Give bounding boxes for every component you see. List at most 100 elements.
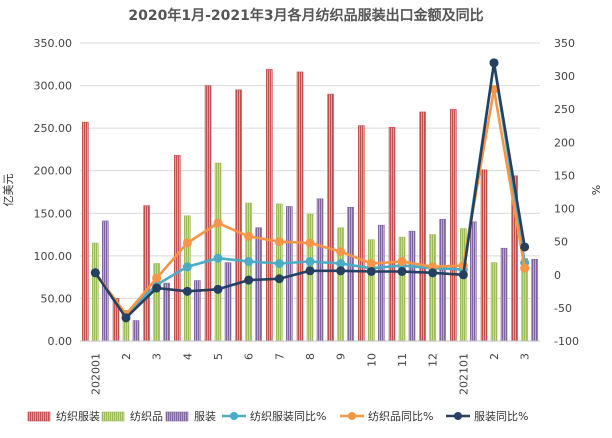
y-tick-label: 200.00 [34,165,73,178]
chart-title: 2020年1月-2021年3月各月纺织品服装出口金额及同比 [128,7,483,24]
x-tick-label: 8 [304,353,317,360]
bar-纺织服装 [358,125,365,342]
legend-label: 纺织服装 [56,409,100,423]
legend-marker [230,412,238,420]
point-纺织品同比% [397,257,407,267]
bar-纺织服装 [296,71,304,342]
y-tick-label: 250.00 [34,122,73,135]
bar-纺织品 [184,215,191,342]
point-纺织品同比% [152,273,162,283]
y-tick-label: 50.00 [41,292,73,305]
legend-swatch [27,411,51,422]
point-服装同比% [182,286,192,296]
bar-纺织服装 [480,169,488,342]
y2-tick-label: 300 [554,70,575,83]
point-服装同比% [244,275,254,285]
y2-tick-label: 150 [554,169,575,182]
point-服装同比% [305,266,315,276]
y2-tick-label: 0 [554,269,561,282]
point-服装同比% [458,270,468,280]
legend-label: 纺织品同比% [368,409,433,423]
bar-纺织品 [429,234,436,342]
bar-服装 [500,247,508,342]
x-tick-label: 2 [120,353,133,360]
bar-纺织服装 [204,85,212,342]
point-服装同比% [152,283,162,293]
legend-label: 服装 [194,410,216,423]
bar-纺织品 [337,227,344,342]
bar-服装 [286,206,293,342]
point-纺织品同比% [182,238,192,248]
y2-tick-label: 350 [554,37,575,50]
bar-纺织品 [92,242,99,342]
point-纺织服装同比% [182,262,192,272]
point-服装同比% [489,58,499,68]
point-纺织品同比% [336,247,346,257]
y2-axis-label: % [590,185,603,195]
bar-纺织服装 [82,121,89,342]
y2-tick-label: -50 [554,302,572,315]
y2-tick-label: 50 [554,236,568,249]
point-服装同比% [213,284,223,294]
x-tick-label: 11 [396,353,409,367]
x-tick-label: 3 [151,353,164,360]
bar-服装 [378,224,385,342]
bar-纺织品 [276,203,283,342]
point-纺织品同比% [274,237,284,247]
x-tick-label: 6 [243,353,256,360]
point-纺织品同比% [244,231,254,241]
y2-tick-label: 100 [554,203,575,216]
point-服装同比% [121,313,131,323]
point-纺织品同比% [520,263,530,273]
x-tick-label: 202001 [89,353,102,395]
x-tick-label: 5 [212,353,225,360]
x-tick-label: 2 [488,353,501,360]
x-tick-label: 12 [427,353,440,367]
bar-纺织品 [398,236,406,342]
bar-纺织服装 [235,89,242,342]
bar-服装 [255,227,262,342]
point-服装同比% [397,266,407,276]
y-tick-label: 0.00 [48,335,73,348]
axes-layer: 0.00 50.00 100.00 150.00 200.00 250.00 300.00 3… [34,37,579,395]
legend-marker [454,412,462,420]
point-纺织服装同比% [305,257,315,267]
x-tick-label: 202101 [457,353,470,395]
point-服装同比% [90,268,100,278]
x-tick-label: 9 [335,353,348,360]
legend-swatch [165,411,189,422]
point-服装同比% [274,274,284,284]
point-服装同比% [520,242,530,252]
bar-纺织品 [460,228,467,342]
bar-纺织服装 [266,69,273,342]
bar-纺织服装 [388,126,396,342]
legend-label: 服装同比% [474,410,528,423]
x-tick-label: 3 [519,353,532,360]
legend-swatch [101,411,125,422]
y-tick-label: 150.00 [34,207,73,220]
point-纺织服装同比% [274,259,284,269]
y-axis-label: 亿美元 [2,174,15,207]
x-tick-label: 10 [365,353,378,367]
point-服装同比% [336,266,346,276]
bar-纺织品 [306,213,314,342]
point-纺织服装同比% [244,257,254,267]
point-服装同比% [428,268,438,278]
bar-服装 [470,221,477,342]
bar-纺织服装 [450,109,457,342]
bar-服装 [439,218,446,342]
bar-纺织品 [214,162,222,342]
point-纺织品同比% [213,218,223,228]
y-tick-label: 350.00 [34,37,73,50]
x-tick-label: 7 [273,353,286,360]
bar-服装 [347,207,354,342]
y2-tick-label: 250 [554,103,575,116]
bar-纺织服装 [419,111,426,342]
bar-服装 [132,320,140,342]
y2-tick-label: 200 [554,136,575,149]
y2-tick-label: -100 [554,335,579,348]
bar-服装 [408,230,416,342]
point-纺织品同比% [366,259,376,269]
bar-纺织品 [490,262,498,342]
bars-layer [82,69,538,342]
